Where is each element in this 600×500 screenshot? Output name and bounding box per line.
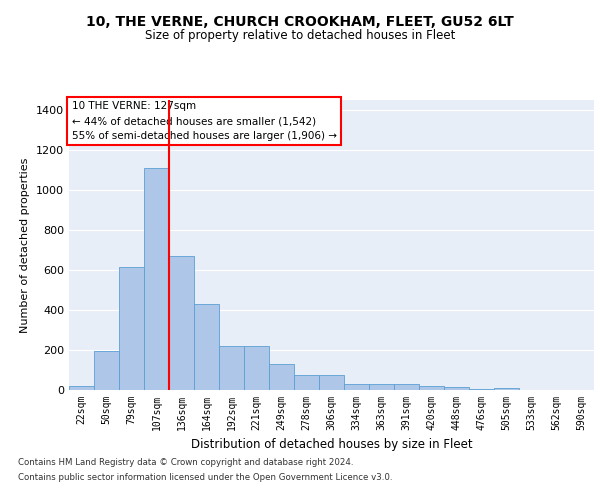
Bar [294,375,319,390]
Bar [144,168,169,390]
Bar [419,386,444,390]
Bar [119,267,144,390]
Bar [369,384,394,390]
Bar [394,384,419,390]
Bar [269,364,294,390]
Bar [194,304,219,390]
Bar [319,375,344,390]
Text: 10, THE VERNE, CHURCH CROOKHAM, FLEET, GU52 6LT: 10, THE VERNE, CHURCH CROOKHAM, FLEET, G… [86,16,514,30]
Text: 10 THE VERNE: 127sqm
← 44% of detached houses are smaller (1,542)
55% of semi-de: 10 THE VERNE: 127sqm ← 44% of detached h… [71,102,337,141]
Bar [219,346,244,390]
Bar [444,387,469,390]
Bar [169,256,194,390]
Text: Contains public sector information licensed under the Open Government Licence v3: Contains public sector information licen… [18,473,392,482]
Text: Size of property relative to detached houses in Fleet: Size of property relative to detached ho… [145,30,455,43]
Bar [94,351,119,390]
Bar [469,389,494,390]
X-axis label: Distribution of detached houses by size in Fleet: Distribution of detached houses by size … [191,438,472,452]
Bar [69,386,94,390]
Bar [344,384,369,390]
Bar [244,346,269,390]
Y-axis label: Number of detached properties: Number of detached properties [20,158,31,332]
Text: Contains HM Land Registry data © Crown copyright and database right 2024.: Contains HM Land Registry data © Crown c… [18,458,353,467]
Bar [494,388,519,390]
